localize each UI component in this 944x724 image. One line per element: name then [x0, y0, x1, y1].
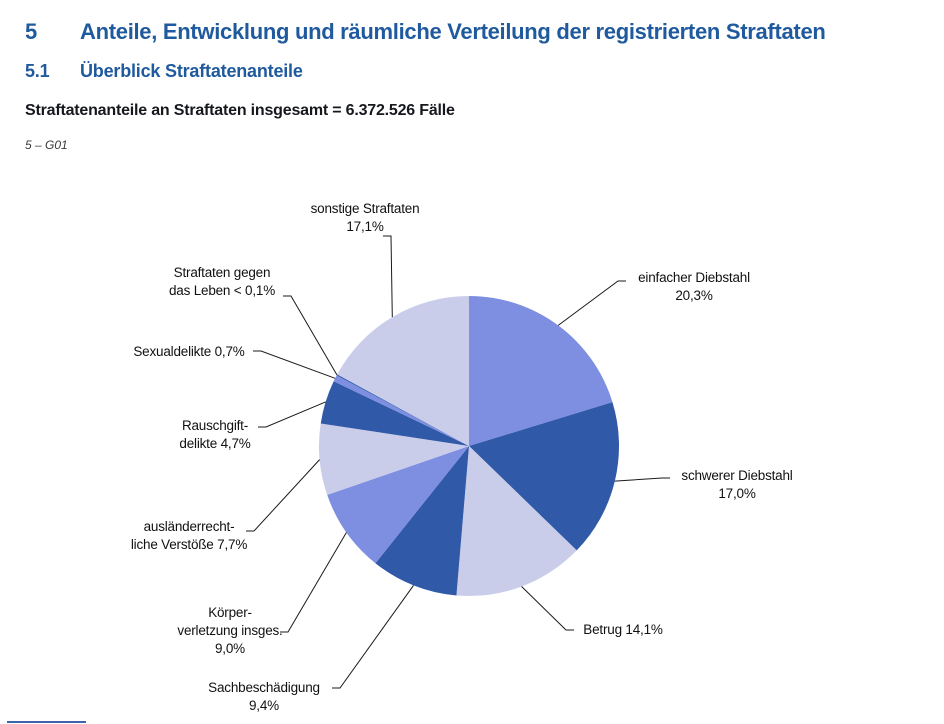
subsection-title: Überblick Straftatenanteile [80, 61, 303, 81]
leader-line-4 [332, 585, 414, 689]
section-number: 5 [25, 19, 37, 44]
subsection-number: 5.1 [25, 61, 50, 81]
leader-line-3 [521, 586, 574, 631]
pie-slice-7 [320, 381, 469, 446]
leader-line-9 [283, 295, 338, 376]
pie-slice-2 [469, 402, 620, 551]
pie-slice-4 [375, 446, 469, 596]
pie-slice-10 [337, 296, 469, 446]
pie-slice-9 [336, 374, 469, 446]
pie-slice-5 [327, 446, 469, 564]
chart-title: Straftatenanteile an Straftaten insgesam… [25, 102, 455, 119]
leader-line-2 [614, 477, 670, 482]
leader-line-7 [258, 401, 326, 428]
pie-slice-6 [319, 423, 469, 495]
leader-line-1 [557, 280, 626, 326]
leader-line-6 [246, 459, 320, 532]
leader-line-5 [280, 532, 347, 633]
pie-slice-1 [469, 296, 613, 446]
leader-line-8 [253, 350, 336, 379]
footer-rule [7, 721, 86, 723]
section-title: Anteile, Entwicklung und räumliche Verte… [80, 19, 826, 44]
figure-code: 5 – G01 [25, 138, 68, 152]
leader-line-10 [383, 235, 393, 318]
pie-slice-3 [456, 446, 577, 596]
pie-slice-8 [333, 375, 469, 446]
